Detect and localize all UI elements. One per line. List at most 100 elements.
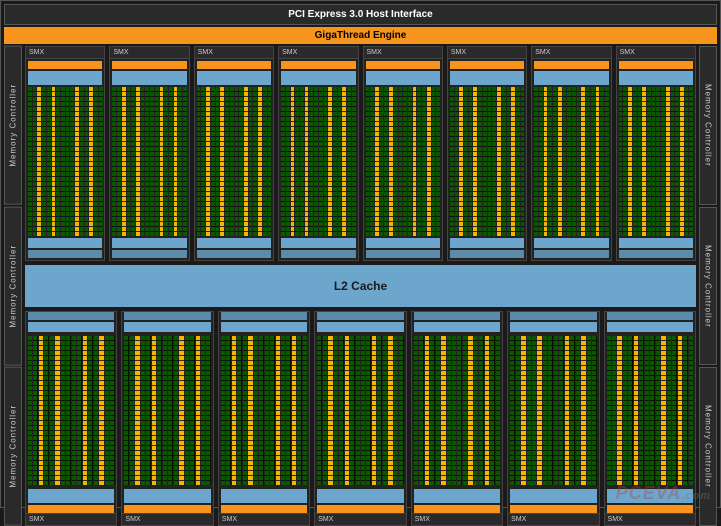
smx-label: SMX: [26, 513, 116, 525]
cuda-core-column: [612, 336, 616, 485]
smx-core-grid: [112, 87, 186, 236]
smx-scheduler: [366, 61, 440, 69]
cuda-core-column: [361, 336, 365, 485]
cuda-core-column: [661, 87, 665, 236]
cuda-core-column: [239, 87, 243, 236]
smx-shared-memory: [534, 238, 608, 248]
smx-scheduler: [28, 505, 114, 513]
cuda-core-column: [33, 87, 37, 236]
smx-label: SMX: [122, 513, 212, 525]
cuda-core-column: [112, 87, 116, 236]
smx-label: SMX: [617, 47, 695, 59]
sfu-column: [345, 336, 349, 485]
cuda-core-column: [572, 87, 576, 236]
cuda-core-column: [543, 336, 547, 485]
sfu-column: [258, 87, 262, 236]
cuda-core-column: [249, 87, 253, 236]
smx-scheduler: [317, 505, 403, 513]
smx-l1-cache: [124, 312, 210, 320]
smx-dispatch: [112, 71, 186, 85]
smx-dispatch: [534, 71, 608, 85]
smx-label: SMX: [26, 47, 104, 59]
smx-core-grid: [607, 336, 693, 485]
cuda-core-column: [464, 87, 468, 236]
cuda-core-column: [352, 87, 356, 236]
cuda-core-column: [563, 87, 567, 236]
cuda-core-column: [221, 336, 225, 485]
cuda-core-column: [185, 336, 189, 485]
cuda-core-column: [339, 336, 343, 485]
cuda-core-column: [370, 87, 374, 236]
cuda-core-column: [384, 87, 388, 236]
sfu-column: [666, 87, 670, 236]
smx-shared-memory: [221, 322, 307, 332]
smx-scheduler: [281, 61, 355, 69]
cuda-core-column: [28, 336, 32, 485]
smx-shared-memory: [317, 322, 403, 332]
smx-scheduler: [534, 61, 608, 69]
cuda-core-column: [356, 336, 360, 485]
sfu-column: [413, 87, 417, 236]
cuda-core-column: [130, 336, 134, 485]
sfu-column: [244, 87, 248, 236]
cuda-core-column: [559, 336, 563, 485]
cuda-core-column: [587, 336, 591, 485]
gigathread-engine: GigaThread Engine: [4, 27, 717, 44]
cuda-core-column: [490, 336, 494, 485]
sfu-column: [678, 336, 682, 485]
cuda-core-column: [488, 87, 492, 236]
smx-core-grid: [534, 87, 608, 236]
smx-block: SMX: [121, 311, 213, 526]
smx-shared-memory: [28, 322, 114, 332]
sfu-column: [661, 336, 665, 485]
cuda-core-column: [66, 87, 70, 236]
cuda-core-column: [70, 87, 74, 236]
sfu-column: [511, 87, 515, 236]
cuda-core-column: [124, 336, 128, 485]
cuda-core-column: [380, 87, 384, 236]
smx-block: SMX: [363, 46, 443, 261]
memory-controllers-right: Memory Controller Memory Controller Memo…: [699, 46, 717, 526]
smx-block: SMX: [447, 46, 527, 261]
cuda-core-column: [463, 336, 467, 485]
cuda-core-column: [145, 87, 149, 236]
cuda-core-column: [146, 336, 150, 485]
cuda-core-column: [366, 87, 370, 236]
cuda-core-column: [117, 87, 121, 236]
smx-label: SMX: [448, 47, 526, 59]
smx-label: SMX: [508, 513, 598, 525]
cuda-core-column: [347, 87, 351, 236]
cuda-core-column: [105, 336, 109, 485]
cuda-core-column: [633, 87, 637, 236]
cuda-core-column: [516, 87, 520, 236]
smx-row-top: SMXSMXSMXSMXSMXSMXSMXSMX: [25, 46, 696, 261]
smx-block: SMX: [531, 46, 611, 261]
cuda-core-column: [492, 87, 496, 236]
cuda-core-column: [164, 87, 168, 236]
cuda-core-column: [94, 336, 98, 485]
sfu-column: [497, 87, 501, 236]
cuda-core-column: [47, 87, 51, 236]
sfu-column: [441, 336, 445, 485]
smx-dispatch: [197, 71, 271, 85]
sfu-column: [342, 87, 346, 236]
smx-dispatch: [450, 71, 524, 85]
cuda-core-column: [408, 87, 412, 236]
cuda-core-column: [300, 87, 304, 236]
smx-core-grid: [28, 87, 102, 236]
cuda-core-column: [286, 87, 290, 236]
cuda-core-column: [496, 336, 500, 485]
cuda-core-column: [324, 87, 328, 236]
smx-block: SMX: [314, 311, 406, 526]
smx-block: SMX: [25, 311, 117, 526]
sfu-column: [375, 87, 379, 236]
smx-scheduler: [221, 505, 307, 513]
cuda-core-column: [436, 87, 440, 236]
cuda-core-column: [478, 87, 482, 236]
cuda-core-column: [667, 336, 671, 485]
cuda-core-column: [399, 336, 403, 485]
smx-label: SMX: [195, 47, 273, 59]
cuda-core-column: [576, 336, 580, 485]
cuda-core-column: [548, 336, 552, 485]
sfu-column: [37, 87, 41, 236]
